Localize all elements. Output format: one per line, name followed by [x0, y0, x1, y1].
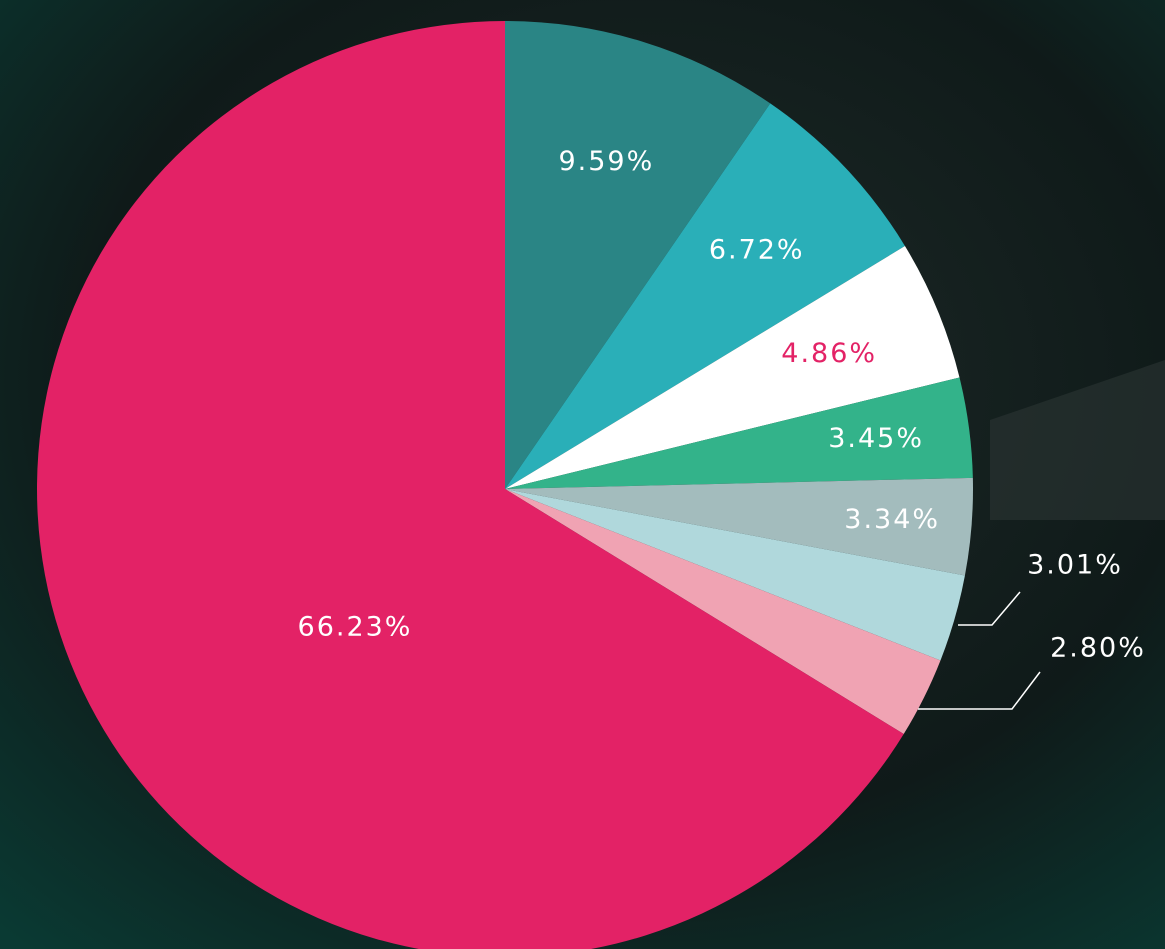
pie-slice — [505, 377, 973, 489]
pie-slice — [505, 489, 941, 735]
data-label: 66.23% — [298, 612, 413, 643]
leader-line — [958, 591, 1021, 626]
data-label: 3.34% — [844, 504, 940, 535]
background-shape — [990, 360, 1165, 520]
data-label: 3.45% — [828, 423, 924, 454]
pie: 9.59% 6.72% 4.86% 3.45% 3.34% 3.01% 2.80% 66.23… — [37, 21, 1146, 949]
data-label: 9.59% — [558, 146, 654, 177]
data-label: 6.72% — [709, 235, 805, 266]
leader-line — [918, 671, 1041, 710]
pie-slice — [505, 477, 973, 576]
pie-slice — [505, 245, 960, 489]
data-label: 2.80% — [1050, 633, 1146, 664]
data-label: 4.86% — [781, 338, 877, 369]
data-label: 3.01% — [1027, 550, 1123, 581]
pie-slice — [37, 21, 904, 949]
pie-slice — [505, 489, 965, 661]
pie-slice — [505, 21, 771, 489]
pie-slice — [505, 103, 905, 489]
